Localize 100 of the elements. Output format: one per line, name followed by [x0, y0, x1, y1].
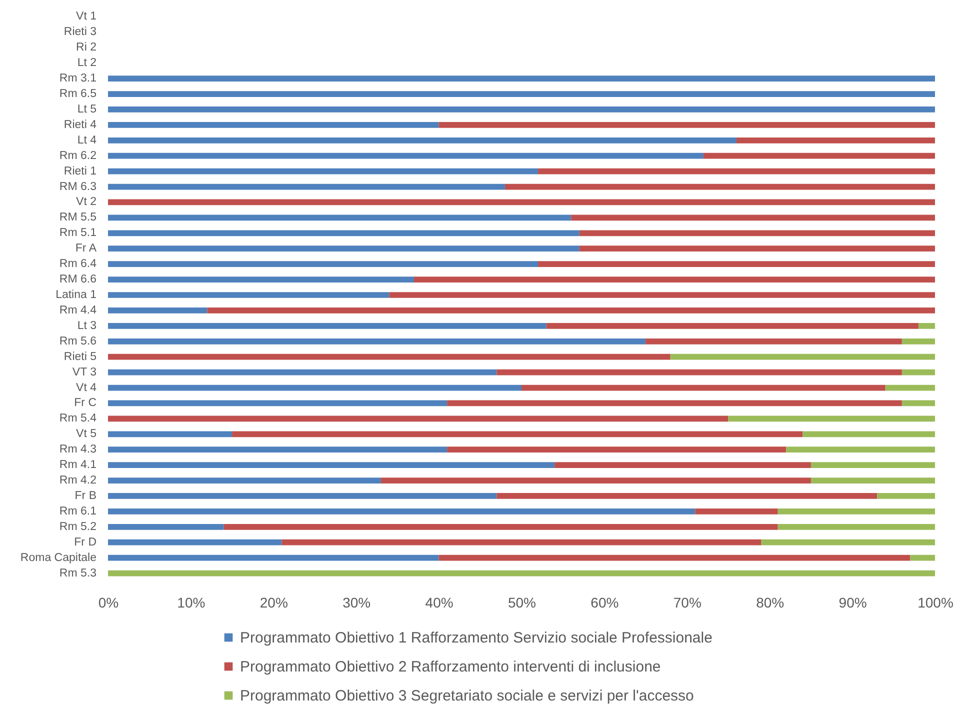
bar [438, 122, 935, 128]
bar [646, 338, 902, 344]
y-tick-label: Fr D [74, 536, 96, 548]
y-tick-label: Latina 1 [56, 289, 96, 301]
y-tick-label: Rm 5.2 [59, 520, 96, 533]
bar [447, 400, 902, 406]
y-tick-label: Rm 3.1 [59, 72, 96, 85]
y-tick-label: Rm 6.4 [59, 258, 98, 270]
y-tick-label: Vt 2 [76, 196, 96, 208]
bar [108, 478, 381, 484]
bar [786, 446, 935, 453]
x-tick-label: 10% [177, 594, 206, 610]
bar [885, 384, 935, 391]
bar [207, 308, 935, 314]
bar [108, 137, 737, 144]
bar [108, 184, 505, 190]
bar [579, 246, 935, 252]
bar [496, 369, 902, 376]
bar [414, 276, 935, 282]
x-tick-label: 80% [756, 594, 784, 610]
y-tick-label: Rm 4.2 [59, 474, 96, 487]
x-tick-label: 100% [918, 594, 954, 610]
bar [108, 261, 538, 268]
bar [108, 322, 546, 329]
bar [108, 369, 497, 376]
y-tick-label: Rm 5.6 [59, 335, 96, 348]
bar [736, 137, 935, 144]
bar [108, 152, 704, 159]
bar [778, 524, 935, 530]
y-tick-label: Rieti 4 [64, 118, 98, 131]
y-tick-label: VT 3 [72, 366, 96, 378]
y-tick-label: Rm 6.1 [59, 505, 96, 518]
bar [108, 524, 224, 530]
bar [918, 322, 935, 329]
x-tick-label: 40% [425, 594, 454, 610]
bar [108, 384, 522, 391]
bar [108, 199, 935, 206]
y-tick-label: Rm 4.1 [59, 459, 96, 472]
legend-label: Programmato Obiettivo 1 Rafforzamento Servizio sociale Professionale [240, 630, 712, 646]
x-tick-label: 90% [838, 594, 867, 610]
bar [282, 539, 762, 546]
y-tick-label: Rm 4.3 [59, 444, 96, 456]
y-tick-label: Rm 6.5 [59, 88, 96, 100]
bar [877, 493, 935, 499]
bar [108, 91, 935, 97]
bar [778, 508, 935, 514]
bar [902, 369, 935, 376]
y-tick-label: Vt 5 [76, 428, 96, 440]
y-tick-label: Rm 4.4 [59, 304, 98, 316]
y-tick-label: Rieti 5 [64, 350, 96, 363]
y-tick-label: Rm 5.3 [59, 567, 96, 580]
bar [108, 539, 282, 546]
bar [108, 354, 670, 360]
y-tick-label: Rieti 3 [64, 26, 96, 38]
y-tick-label: RM 6.6 [59, 274, 96, 286]
x-tick-label: 50% [508, 594, 536, 610]
bar [571, 214, 935, 221]
bar [108, 106, 935, 112]
bar [695, 508, 778, 514]
bar [579, 230, 935, 236]
bar [108, 76, 935, 82]
y-tick-label: Vt 1 [76, 10, 96, 23]
y-tick-label: RM 6.3 [59, 180, 96, 193]
bar [438, 554, 910, 561]
bar [108, 292, 390, 298]
y-tick-label: Ri 2 [76, 42, 96, 54]
y-tick-label: Fr B [74, 490, 97, 502]
bar [108, 554, 439, 561]
bar [504, 184, 935, 190]
bar [108, 230, 580, 236]
bar [108, 276, 414, 282]
bar [108, 338, 646, 344]
bar [902, 400, 935, 406]
bar [108, 400, 448, 406]
legend-label: Programmato Obiettivo 2 Rafforzamento interventi di inclusione [240, 658, 661, 676]
bar [108, 168, 538, 174]
bar [108, 508, 696, 514]
bar [108, 416, 728, 422]
y-tick-label: Fr C [74, 397, 96, 410]
bar [389, 292, 935, 298]
y-tick-label: RM 5.5 [59, 212, 96, 224]
legend-label: Programmato Obiettivo 3 Segretariato sociale e servizi per l'accesso [240, 688, 694, 704]
bar [232, 431, 803, 438]
bar [761, 539, 935, 546]
x-tick-label: 70% [673, 594, 702, 610]
y-tick-label: Lt 5 [77, 103, 96, 116]
bar [802, 431, 935, 438]
x-tick-label: 60% [590, 594, 619, 610]
x-tick-label: 0% [98, 594, 119, 610]
y-tick-label: Rm 6.2 [59, 150, 96, 162]
bar [108, 214, 572, 221]
bar [108, 570, 935, 576]
bar [910, 554, 935, 561]
y-tick-label: Rieti 1 [64, 165, 96, 178]
y-tick-label: Fr A [75, 242, 97, 255]
bar [703, 152, 935, 159]
bar [670, 354, 935, 360]
bar [538, 261, 935, 268]
y-tick-label: Rm 5.4 [59, 412, 98, 425]
x-tick-label: 30% [342, 594, 371, 610]
